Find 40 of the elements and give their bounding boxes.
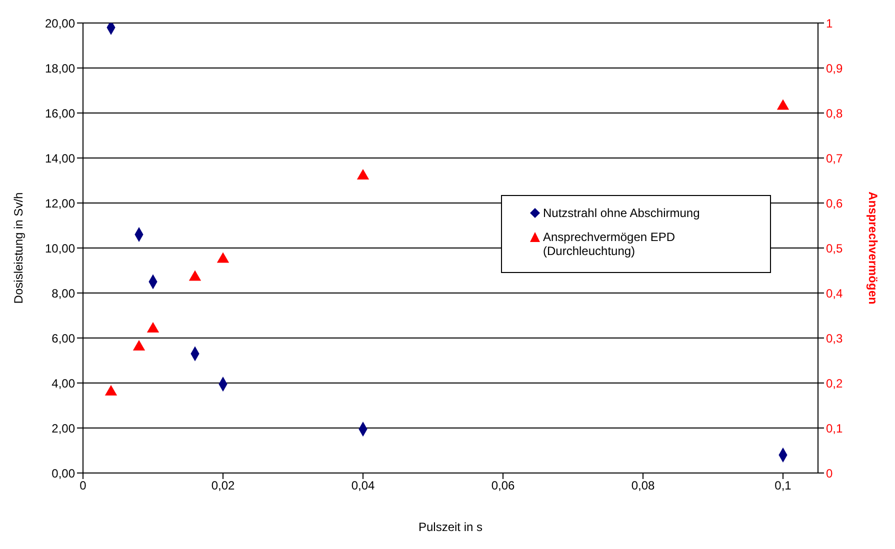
- y2-tick-label: 0,5: [826, 241, 844, 256]
- y2-tick-label: 0: [826, 466, 833, 480]
- y-tick-label: 18,00: [44, 61, 76, 76]
- y-tick-label: 14,00: [44, 151, 76, 166]
- y2-tick-label: 0,6: [826, 196, 844, 210]
- point: [216, 252, 230, 263]
- y2-tick-label: 1: [826, 16, 833, 30]
- point: [132, 340, 146, 351]
- legend-label: Nutzstrahl ohne Abschirmung: [543, 206, 701, 220]
- x-tick-label: 0,1: [774, 478, 792, 493]
- y-tick-label: 4,00: [52, 376, 76, 390]
- point: [356, 168, 370, 180]
- y-tick-label: 16,00: [44, 106, 76, 120]
- y2-tick-label: 0,1: [826, 421, 844, 436]
- point: [776, 99, 790, 110]
- y2-axis-title: Ansprechvermögen: [866, 192, 880, 304]
- y-tick-label: 2,00: [52, 421, 76, 436]
- y2-tick-label: 0,7: [826, 151, 844, 166]
- y-tick-label: 10,00: [44, 241, 76, 256]
- point: [146, 322, 160, 333]
- y2-tick-label: 0,8: [826, 106, 844, 120]
- x-tick-label: 0,06: [491, 478, 515, 493]
- x-axis-title: Pulszeit in s: [418, 520, 483, 534]
- y-axis-title: Dosisleistung in Sv/h: [11, 192, 26, 304]
- y-tick-label: 12,00: [44, 196, 76, 210]
- y-tick-label: 8,00: [52, 286, 76, 300]
- x-tick-label: 0: [80, 478, 87, 493]
- point: [104, 384, 118, 396]
- y2-tick-label: 0,3: [826, 331, 844, 346]
- y-tick-label: 20,00: [44, 16, 76, 30]
- x-tick-label: 0,02: [211, 478, 235, 493]
- y-tick-label: 0,00: [52, 466, 76, 480]
- y2-tick-label: 0,2: [826, 376, 844, 390]
- y-tick-label: 6,00: [52, 331, 76, 346]
- y2-tick-label: 0,4: [826, 286, 844, 300]
- y2-tick-label: 0,9: [826, 61, 844, 76]
- x-tick-label: 0,08: [631, 478, 655, 493]
- point: [188, 270, 202, 281]
- legend-label: Ansprechvermögen EPD (Durchleuchtung): [543, 230, 676, 258]
- x-tick-label: 0,04: [351, 478, 375, 493]
